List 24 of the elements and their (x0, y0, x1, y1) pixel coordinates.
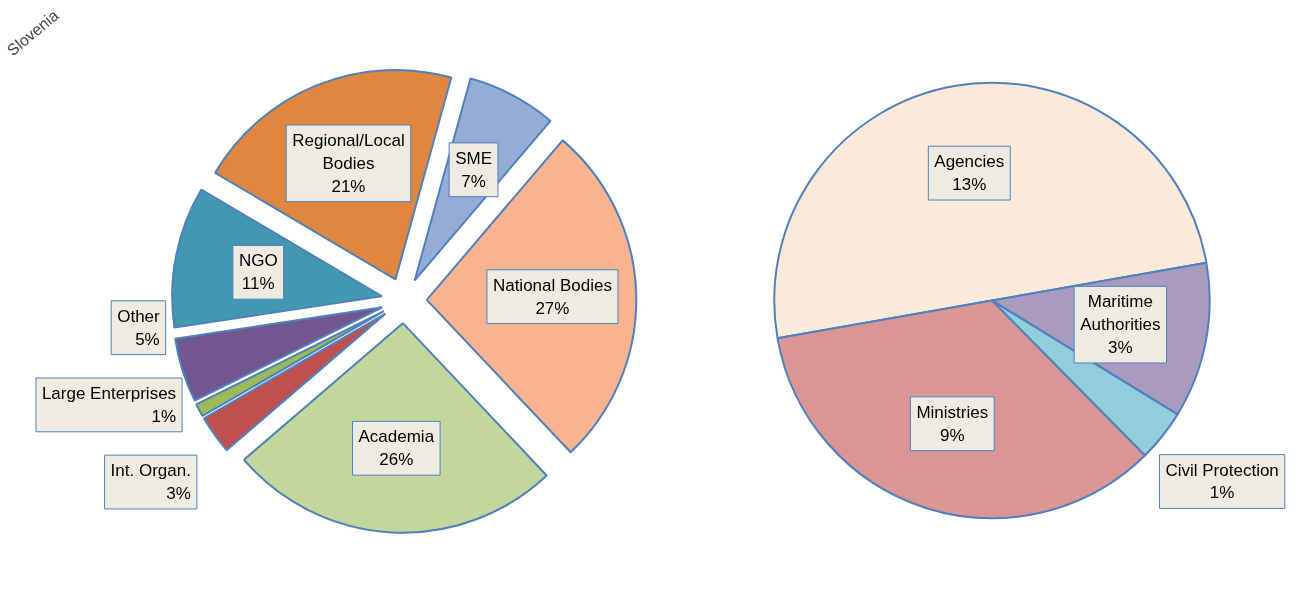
data-label: 1% (151, 406, 177, 426)
slice-label: Ministries (916, 402, 989, 422)
slice-label: Regional/Local Bodies (292, 130, 405, 173)
data-label: 5% (135, 329, 160, 349)
data-label: 9% (939, 425, 965, 445)
data-label: 26% (379, 450, 414, 470)
slice-label: Other (117, 306, 161, 326)
slice-label: NGO (238, 251, 278, 271)
data-label: 13% (952, 175, 987, 195)
slice-label: SME (455, 148, 492, 168)
data-label: 27% (535, 298, 570, 318)
slice-label: Academia (358, 427, 435, 447)
data-label: 11% (241, 274, 275, 294)
slice-label: Maritime Authorities (1080, 292, 1161, 335)
slice-label: National Bodies (492, 275, 612, 295)
data-label: 3% (166, 483, 191, 503)
data-label: 7% (461, 171, 486, 191)
slice-label: Int. Organ. (110, 461, 191, 481)
slice-label: Agencies (934, 152, 1005, 172)
data-label: 21% (331, 176, 366, 196)
data-label: 1% (1209, 483, 1235, 503)
data-label: 3% (1108, 337, 1133, 357)
slice-label: Civil Protection (1165, 460, 1279, 480)
slice-label: Large Enterprises (41, 383, 177, 403)
